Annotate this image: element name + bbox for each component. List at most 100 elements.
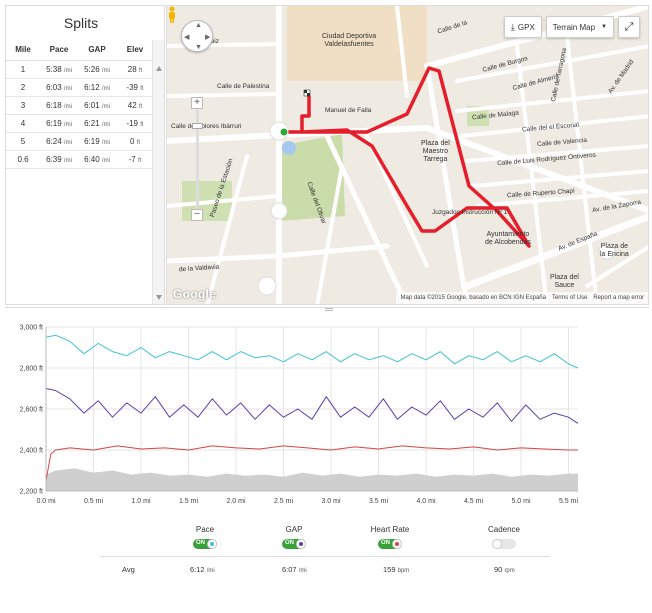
pan-up-icon[interactable]: ▲	[195, 22, 202, 29]
pace-toggle[interactable]: ON	[193, 539, 217, 549]
pond	[282, 141, 296, 155]
splits-scrollbar[interactable]	[152, 40, 164, 304]
series-line-gap[interactable]	[45, 388, 579, 424]
split-mile: 5	[6, 132, 40, 151]
label-ayuntamiento: Ayuntamiento de Alcobendas	[485, 231, 531, 246]
heart-rate-toggle[interactable]: ON	[378, 539, 402, 549]
drag-handle-icon[interactable]	[325, 308, 333, 311]
x-tick-label: 3.5 mi	[369, 498, 389, 505]
split-pace: 6:03 /mi	[40, 78, 78, 97]
split-mile: 0.6	[6, 150, 40, 169]
split-elev: -7 ft	[116, 150, 154, 169]
x-tick-label: 1.5 mi	[179, 498, 199, 505]
park-area	[279, 134, 345, 221]
terms-link[interactable]: Terms of Use	[551, 295, 588, 301]
label-ciudad-deportiva: Ciudad Deportiva Valdelasfuentes	[322, 33, 377, 48]
resize-divider[interactable]	[5, 307, 649, 311]
split-pace: 6:24 /mi	[40, 132, 78, 151]
split-row[interactable]: 0.6 6:39 /mi 6:40 /mi -7 ft	[6, 150, 154, 169]
route-line[interactable]	[284, 66, 531, 248]
x-tick-label: 2.5 mi	[274, 498, 294, 505]
split-elev: -39 ft	[116, 78, 154, 97]
legend-cadence[interactable]: Cadence	[469, 525, 539, 554]
y-axis: 2,200 ft 2,400 ft 2,600 ft 2,800 ft 3,000 ft	[20, 325, 47, 496]
streets	[167, 6, 648, 304]
col-pace[interactable]: Pace	[40, 40, 78, 61]
activity-chart[interactable]: 2,200 ft 2,400 ft 2,600 ft 2,800 ft 3,000 ft…	[0, 313, 652, 513]
split-mile: 4	[6, 114, 40, 133]
x-axis: 0.0 mi 0.5 mi 1.0 mi 1.5 mi 2.0 mi 2.5 mi 3.0 …	[36, 490, 578, 505]
avg-label: Avg	[122, 565, 135, 574]
splits-panel: Splits Mile Pace GAP Elev 1 5:38 /mi 5:26 …	[5, 5, 165, 305]
label-plaza-encina: Plaza de la Encina	[600, 243, 629, 258]
split-row[interactable]: 5 6:24 /mi 6:19 /mi 0 ft	[6, 132, 154, 151]
split-gap: 6:01 /mi	[78, 96, 116, 115]
x-tick-label: 4.0 mi	[416, 498, 436, 505]
x-tick-label: 5.0 mi	[511, 498, 531, 505]
split-row[interactable]: 3 6:18 /mi 6:01 /mi 42 ft	[6, 96, 154, 115]
expand-icon: ⤢	[624, 20, 634, 33]
y-tick-label: 3,000 ft	[20, 325, 43, 332]
street-view-pegman-icon[interactable]	[167, 6, 177, 24]
gap-toggle[interactable]: ON	[282, 539, 306, 549]
label-juzgados: Juzgados Instrucción Nº 1	[432, 209, 508, 216]
route-map[interactable]: Luiz Ciudad Deportiva Valdelasfuentes Ca…	[166, 5, 649, 305]
split-mile: 1	[6, 60, 40, 79]
cadence-toggle[interactable]	[492, 539, 516, 549]
label-plaza-maestro: Plaza del Maestro Tarrega	[421, 140, 450, 163]
split-mile: 2	[6, 78, 40, 97]
col-gap[interactable]: GAP	[78, 40, 116, 61]
scroll-up-icon[interactable]	[156, 66, 162, 71]
pan-control[interactable]: ▲ ▼ ◀ ▶	[181, 20, 213, 52]
zoom-in-button[interactable]: +	[191, 97, 203, 109]
map-type-select[interactable]: Terrain Map ▼	[545, 16, 614, 38]
legend-pace[interactable]: Pace ON	[170, 525, 240, 554]
y-tick-label: 2,400 ft	[20, 448, 43, 455]
split-row[interactable]: 2 6:03 /mi 6:12 /mi -39 ft	[6, 78, 154, 97]
pan-left-icon[interactable]: ◀	[184, 34, 190, 41]
elevation-area	[46, 468, 578, 491]
split-pace: 5:38 /mi	[40, 60, 78, 79]
map-type-label: Terrain Map	[552, 22, 596, 32]
split-gap: 6:21 /mi	[78, 114, 116, 133]
split-mile: 3	[6, 96, 40, 115]
split-row[interactable]: 1 5:38 /mi 5:26 /mi 28 ft	[6, 60, 154, 79]
x-tick-label: 0.5 mi	[84, 498, 104, 505]
zoom-slider-thumb[interactable]	[192, 123, 203, 129]
series-line-heart-rate[interactable]	[45, 445, 578, 481]
label-calle-palestina: Calle de Palestina	[217, 83, 270, 90]
zoom-out-button[interactable]: −	[191, 209, 203, 221]
pan-right-icon[interactable]: ▶	[205, 34, 211, 41]
split-elev: 28 ft	[116, 60, 154, 79]
avg-pace: 6:12 /mi	[190, 565, 215, 574]
split-pace: 6:18 /mi	[40, 96, 78, 115]
fullscreen-button[interactable]: ⤢	[618, 16, 640, 38]
gpx-download-button[interactable]: ⤓ GPX	[503, 16, 542, 38]
zoom-slider-track[interactable]	[196, 110, 199, 208]
col-mile[interactable]: Mile	[6, 40, 40, 61]
splits-table: Mile Pace GAP Elev 1 5:38 /mi 5:26 /mi 28 f…	[6, 40, 154, 169]
col-elev[interactable]: Elev	[116, 40, 154, 61]
legend-gap[interactable]: GAP ON	[259, 525, 329, 554]
split-row[interactable]: 4 6:19 /mi 6:21 /mi -19 ft	[6, 114, 154, 133]
splits-header-row: Mile Pace GAP Elev	[6, 40, 154, 61]
split-pace: 6:39 /mi	[40, 150, 78, 169]
split-gap: 5:26 /mi	[78, 60, 116, 79]
label-luiz: Luiz	[207, 38, 219, 45]
y-tick-label: 2,600 ft	[20, 407, 43, 414]
legend-heart-rate[interactable]: Heart Rate ON	[355, 525, 425, 554]
start-marker-icon[interactable]	[279, 127, 289, 137]
report-error-link[interactable]: Report a map error	[593, 295, 644, 301]
series-line-pace[interactable]	[45, 334, 579, 369]
map-canvas	[167, 6, 648, 304]
x-tick-label: 4.5 mi	[464, 498, 484, 505]
split-gap: 6:12 /mi	[78, 78, 116, 97]
averages-row: Avg 6:12 /mi 6:07 /mi 159 bpm 90 rpm	[100, 556, 550, 578]
x-tick-label: 2.0 mi	[226, 498, 246, 505]
legend-heart-rate-label: Heart Rate	[370, 525, 410, 534]
scroll-down-icon[interactable]	[156, 295, 162, 300]
legend-cadence-label: Cadence	[487, 525, 521, 534]
pan-down-icon[interactable]: ▼	[195, 44, 202, 51]
avg-heart-rate: 159 bpm	[383, 565, 410, 574]
google-logo: Google	[173, 287, 217, 301]
